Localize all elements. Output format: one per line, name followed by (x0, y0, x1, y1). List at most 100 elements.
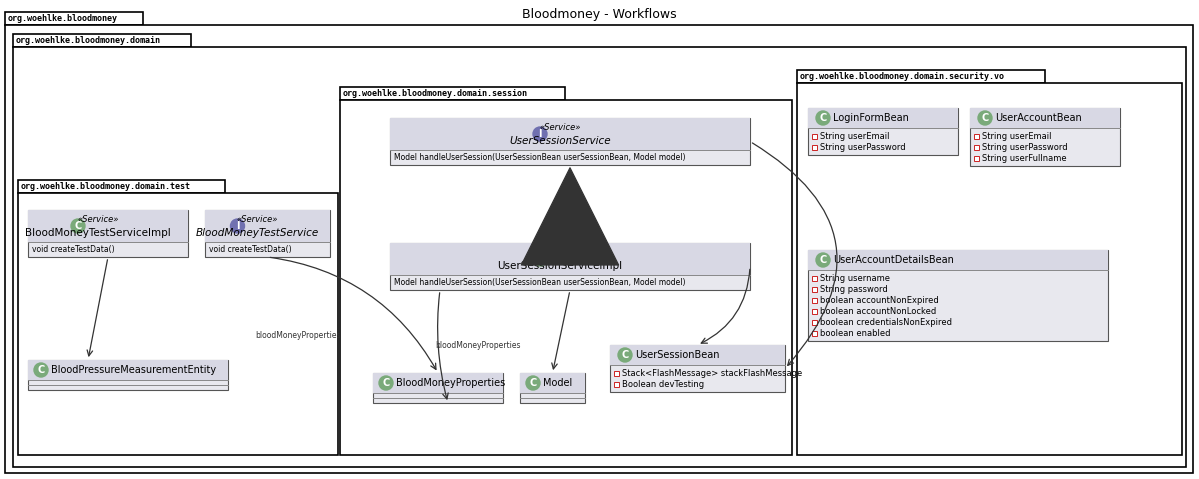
Text: I: I (236, 221, 240, 231)
Text: Bloodmoney - Workflows: Bloodmoney - Workflows (522, 8, 676, 21)
Text: Model: Model (543, 378, 572, 388)
Text: String userEmail: String userEmail (982, 132, 1052, 141)
Text: org.woehlke.bloodmoney: org.woehlke.bloodmoney (8, 14, 118, 23)
Text: String password: String password (820, 285, 887, 294)
Text: C: C (621, 350, 628, 360)
Text: UserAccountBean: UserAccountBean (995, 113, 1081, 123)
Bar (797, 70, 1044, 83)
Text: bloodMoneyProperties: bloodMoneyProperties (255, 331, 341, 340)
Circle shape (534, 127, 547, 141)
Text: BloodMoneyTestServiceImpl: BloodMoneyTestServiceImpl (25, 228, 171, 238)
Bar (28, 210, 188, 242)
Bar (5, 12, 143, 25)
Text: String userFullname: String userFullname (982, 154, 1067, 163)
Bar (812, 275, 817, 281)
Text: bloodMoneyProperties: bloodMoneyProperties (435, 341, 520, 350)
Bar (970, 108, 1120, 128)
Bar (974, 134, 980, 138)
Bar (812, 286, 817, 292)
Bar (812, 308, 817, 313)
Bar (13, 47, 1186, 467)
Bar (373, 373, 504, 403)
Circle shape (526, 376, 540, 390)
Bar (18, 193, 338, 455)
Circle shape (34, 363, 48, 377)
Circle shape (817, 111, 830, 125)
Text: String username: String username (820, 274, 890, 283)
Text: C: C (37, 365, 44, 375)
Text: «Service»: «Service» (540, 123, 580, 132)
Bar (205, 210, 330, 242)
Circle shape (230, 219, 245, 233)
Bar (28, 360, 228, 390)
Bar (18, 180, 225, 193)
Bar (974, 145, 980, 149)
Bar (808, 108, 958, 128)
Text: «Service»: «Service» (237, 215, 278, 224)
Text: C: C (819, 113, 826, 123)
Bar (614, 381, 619, 387)
Circle shape (817, 253, 830, 267)
Text: UserAccountDetailsBean: UserAccountDetailsBean (833, 255, 954, 265)
Text: BloodMoneyProperties: BloodMoneyProperties (396, 378, 505, 388)
Text: Boolean devTesting: Boolean devTesting (622, 380, 704, 389)
Text: C: C (819, 255, 826, 265)
Text: UserSessionBean: UserSessionBean (635, 350, 719, 360)
Text: boolean accountNonExpired: boolean accountNonExpired (820, 296, 939, 305)
Bar (28, 360, 228, 380)
Text: boolean accountNonLocked: boolean accountNonLocked (820, 307, 936, 316)
Bar (812, 297, 817, 303)
Text: «Service»: «Service» (77, 215, 119, 224)
Text: UserSessionService: UserSessionService (510, 136, 610, 146)
Bar (808, 108, 958, 155)
Circle shape (71, 219, 85, 233)
Bar (808, 250, 1108, 341)
Text: C: C (74, 221, 82, 231)
Bar (341, 87, 565, 100)
Bar (812, 134, 817, 138)
Text: String userPassword: String userPassword (820, 143, 905, 152)
Bar (373, 373, 504, 393)
Text: C: C (530, 378, 537, 388)
Bar (28, 210, 188, 257)
Text: org.woehlke.bloodmoney.domain: org.woehlke.bloodmoney.domain (16, 36, 161, 45)
Text: String userPassword: String userPassword (982, 143, 1067, 152)
Bar (520, 373, 585, 393)
Bar (797, 83, 1182, 455)
Circle shape (617, 348, 632, 362)
Text: Model handleUserSession(UserSessionBean userSessionBean, Model model): Model handleUserSession(UserSessionBean … (394, 278, 686, 287)
Text: boolean credentialsNonExpired: boolean credentialsNonExpired (820, 318, 952, 327)
Text: String userEmail: String userEmail (820, 132, 890, 141)
Bar (520, 373, 585, 403)
Bar (812, 319, 817, 324)
Text: org.woehlke.bloodmoney.domain.session: org.woehlke.bloodmoney.domain.session (343, 89, 528, 98)
Bar (974, 156, 980, 160)
Bar (610, 345, 785, 365)
Circle shape (534, 252, 547, 266)
Bar (614, 370, 619, 376)
Text: BloodPressureMeasurementEntity: BloodPressureMeasurementEntity (52, 365, 216, 375)
Text: void createTestData(): void createTestData() (209, 245, 291, 254)
Bar (13, 34, 191, 47)
Text: LoginFormBean: LoginFormBean (833, 113, 909, 123)
Bar (390, 118, 751, 165)
Circle shape (379, 376, 393, 390)
Text: org.woehlke.bloodmoney.domain.test: org.woehlke.bloodmoney.domain.test (22, 182, 191, 191)
Text: C: C (536, 254, 543, 264)
Circle shape (978, 111, 992, 125)
Bar (205, 210, 330, 257)
Bar (808, 250, 1108, 270)
Text: org.woehlke.bloodmoney.domain.security.vo: org.woehlke.bloodmoney.domain.security.v… (800, 72, 1005, 81)
Bar (390, 243, 751, 275)
Bar (390, 118, 751, 150)
Text: «Service»: «Service» (540, 248, 580, 257)
Bar (610, 345, 785, 392)
Bar (812, 145, 817, 149)
Text: Stack<FlashMessage> stackFlashMessage: Stack<FlashMessage> stackFlashMessage (622, 369, 802, 378)
Text: C: C (981, 113, 989, 123)
Text: Model handleUserSession(UserSessionBean userSessionBean, Model model): Model handleUserSession(UserSessionBean … (394, 153, 686, 162)
Text: UserSessionServiceImpl: UserSessionServiceImpl (498, 261, 622, 271)
Text: boolean enabled: boolean enabled (820, 329, 891, 338)
Text: BloodMoneyTestService: BloodMoneyTestService (195, 228, 319, 238)
Bar (341, 100, 793, 455)
